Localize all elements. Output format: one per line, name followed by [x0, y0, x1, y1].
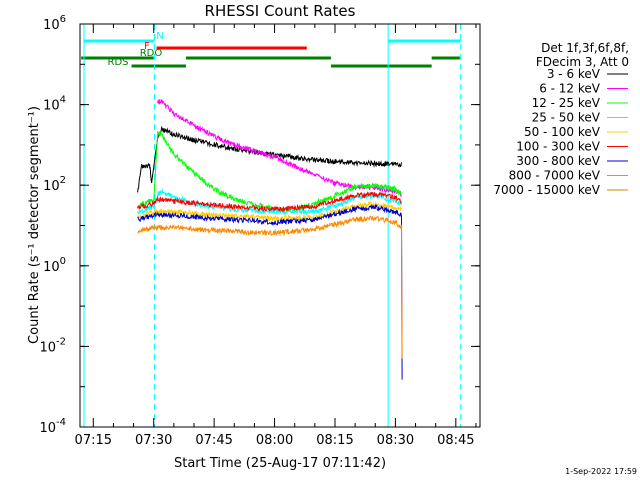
footer-date: 1-Sep-2022 17:59 — [565, 467, 637, 476]
x-tick-label: 07:30 — [135, 433, 172, 448]
series-layer — [137, 99, 403, 380]
x-axis-label: Start Time (25-Aug-17 07:11:42) — [174, 456, 386, 471]
legend: Det 1f,3f,6f,8f,FDecim 3, Att 03 - 6 keV… — [493, 41, 629, 197]
legend-entry-label: 25 - 50 keV — [532, 111, 601, 125]
series-line-1 — [157, 99, 402, 197]
legend-entry-label: 50 - 100 keV — [524, 125, 601, 139]
legend-entry-label: 100 - 300 keV — [516, 140, 600, 154]
x-tick-label: 08:30 — [377, 433, 414, 448]
y-axis-label: Count Rate (s⁻¹ detector segment⁻¹) — [27, 106, 42, 344]
flag-label-f: F — [144, 41, 150, 52]
y-tick-label: 10-4 — [39, 417, 66, 436]
series-line-7 — [137, 215, 403, 359]
x-tick-label: 08:00 — [256, 433, 293, 448]
legend-header-line: Det 1f,3f,6f,8f, — [541, 41, 629, 55]
series-line-4 — [137, 200, 402, 223]
series-line-0 — [137, 126, 402, 193]
flag-label-rdo: RDO — [140, 48, 163, 59]
vertical-marker-layer — [83, 24, 462, 427]
legend-entry-label: 6 - 12 keV — [539, 82, 601, 96]
y-tick-label: 106 — [43, 14, 66, 33]
legend-entry-label: 12 - 25 keV — [532, 96, 601, 110]
legend-entry-label: 300 - 800 keV — [516, 154, 600, 168]
x-tick-label: 08:45 — [437, 433, 474, 448]
series-line-6 — [137, 203, 403, 380]
chart-title: RHESSI Count Rates — [205, 2, 356, 20]
x-tick-label: 07:15 — [75, 433, 112, 448]
flag-label-rds: RDS — [108, 57, 129, 68]
x-tick-label: 07:45 — [195, 433, 232, 448]
flag-label-n: N — [156, 31, 163, 42]
legend-entry-label: 800 - 7000 keV — [509, 169, 601, 183]
series-line-5 — [137, 191, 402, 213]
y-tick-label: 100 — [43, 256, 66, 275]
legend-entry-label: 7000 - 15000 keV — [493, 183, 600, 197]
legend-entry-label: 3 - 6 keV — [547, 67, 601, 81]
axes-layer: 07:15 07:30 07:45 08:00 08:15 08:30 08:45 10-4 1… — [39, 14, 480, 448]
plot-frame — [79, 23, 481, 428]
legend-header-line: FDecim 3, Att 0 — [536, 55, 629, 69]
x-tick-label: 08:15 — [316, 433, 353, 448]
y-tick-label: 102 — [43, 175, 66, 194]
y-tick-label: 10-2 — [39, 336, 66, 355]
y-tick-label: 104 — [43, 95, 66, 114]
series-line-2 — [137, 130, 402, 214]
